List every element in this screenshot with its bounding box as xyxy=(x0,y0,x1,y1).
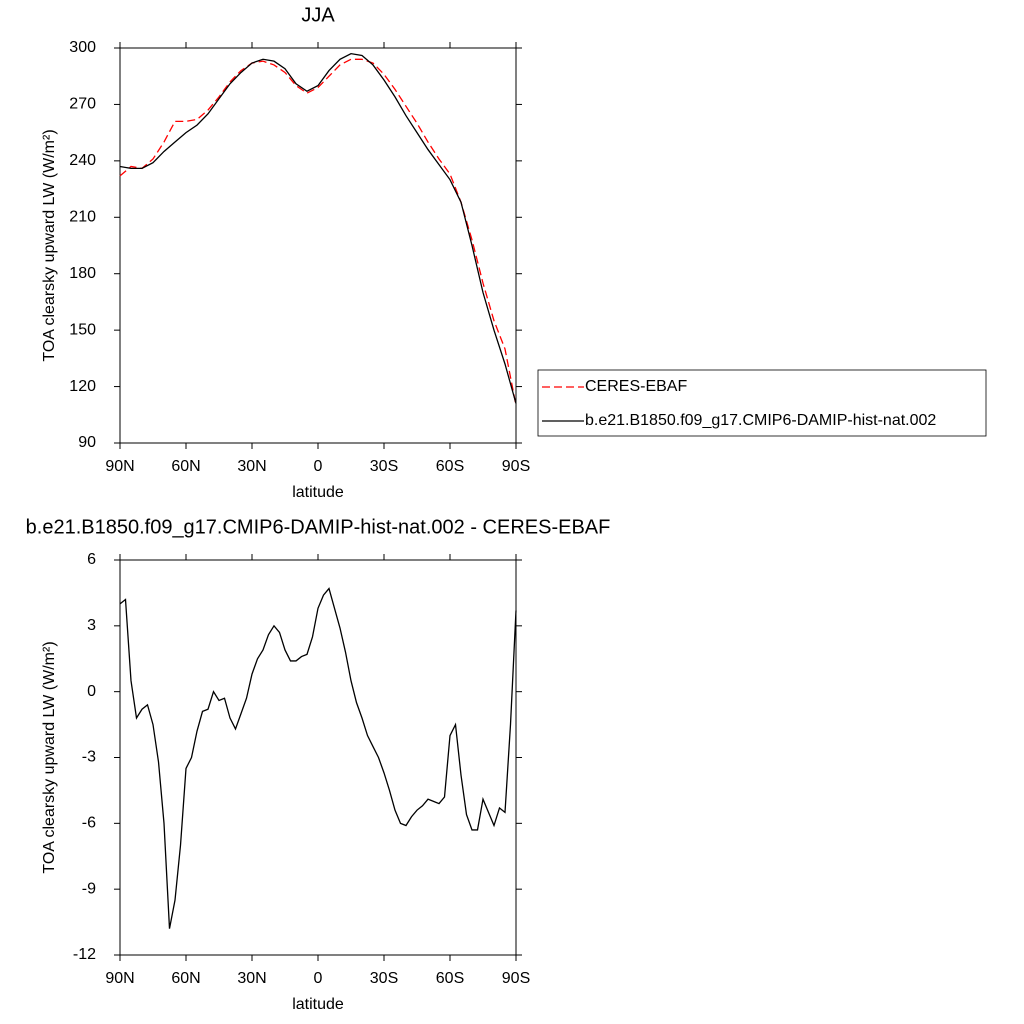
y-axis-label: TOA clearsky upward LW (W/m²) xyxy=(41,641,58,873)
x-tick-label: 60N xyxy=(171,458,200,475)
y-tick-label: -9 xyxy=(82,880,96,897)
legend-label: CERES-EBAF xyxy=(585,378,687,395)
legend-box xyxy=(537,369,987,437)
x-tick-label: 0 xyxy=(314,970,323,987)
y-tick-label: -6 xyxy=(82,815,96,832)
x-tick-label: 90N xyxy=(105,458,134,475)
y-tick-label: 0 xyxy=(87,683,96,700)
y-tick-label: 6 xyxy=(87,551,96,568)
y-tick-label: 120 xyxy=(69,378,96,395)
y-axis-label: TOA clearsky upward LW (W/m²) xyxy=(41,129,58,361)
y-tick-label: 300 xyxy=(69,39,96,56)
x-axis-label: latitude xyxy=(292,484,344,501)
series-line xyxy=(119,587,517,929)
x-tick-label: 60S xyxy=(436,970,464,987)
y-tick-label: 3 xyxy=(87,617,96,634)
y-tick-label: 270 xyxy=(69,96,96,113)
y-tick-label: 180 xyxy=(69,265,96,282)
x-tick-label: 30N xyxy=(237,458,266,475)
plot-frame xyxy=(119,559,517,956)
x-tick-label: 60N xyxy=(171,970,200,987)
x-tick-label: 30N xyxy=(237,970,266,987)
x-tick-label: 90S xyxy=(502,970,530,987)
y-tick-label: -3 xyxy=(82,749,96,766)
chart-title: b.e21.B1850.f09_g17.CMIP6-DAMIP-hist-nat… xyxy=(26,516,611,538)
x-tick-label: 60S xyxy=(436,458,464,475)
y-tick-label: 240 xyxy=(69,152,96,169)
x-tick-label: 30S xyxy=(370,970,398,987)
y-tick-label: 90 xyxy=(78,434,96,451)
y-tick-label: -12 xyxy=(73,946,96,963)
y-tick-label: 210 xyxy=(69,209,96,226)
y-tick-label: 150 xyxy=(69,321,96,338)
x-tick-label: 0 xyxy=(314,458,323,475)
x-axis-label: latitude xyxy=(292,996,344,1013)
chart-title: JJA xyxy=(301,4,335,26)
series-line xyxy=(119,58,517,406)
x-tick-label: 30S xyxy=(370,458,398,475)
plot-frame xyxy=(119,47,517,444)
x-tick-label: 90N xyxy=(105,970,134,987)
series-line xyxy=(119,52,517,404)
legend-label: b.e21.B1850.f09_g17.CMIP6-DAMIP-hist-nat… xyxy=(585,412,936,429)
x-tick-label: 90S xyxy=(502,458,530,475)
